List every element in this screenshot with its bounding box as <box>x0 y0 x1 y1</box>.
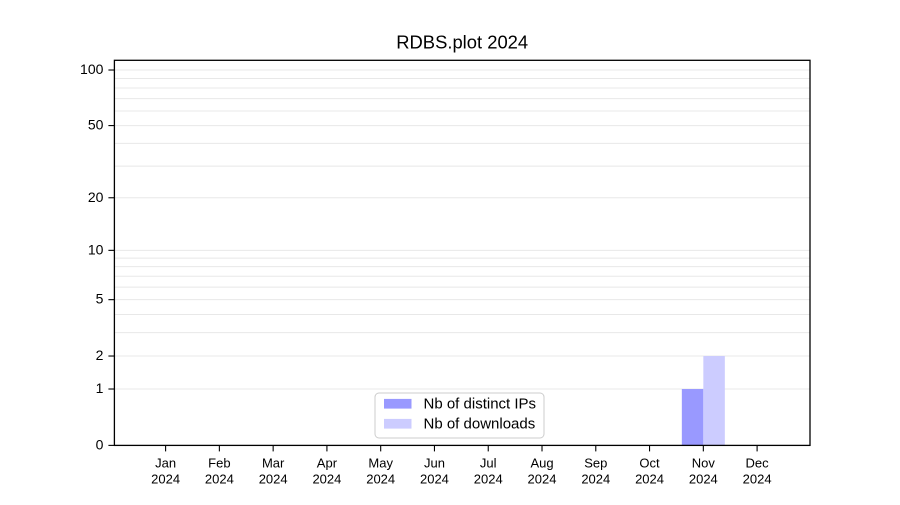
svg-text:2024: 2024 <box>420 471 449 486</box>
svg-text:Jan: Jan <box>155 455 176 470</box>
svg-text:2024: 2024 <box>581 471 610 486</box>
svg-text:Nb of downloads: Nb of downloads <box>424 416 536 433</box>
svg-text:5: 5 <box>96 291 104 307</box>
svg-text:Aug: Aug <box>530 455 553 470</box>
svg-text:50: 50 <box>88 117 104 133</box>
svg-text:2024: 2024 <box>689 471 718 486</box>
svg-text:Jul: Jul <box>480 455 497 470</box>
svg-text:2024: 2024 <box>366 471 395 486</box>
svg-text:Nb of distinct IPs: Nb of distinct IPs <box>424 396 537 413</box>
svg-text:RDBS.plot 2024: RDBS.plot 2024 <box>396 32 528 53</box>
svg-text:2024: 2024 <box>259 471 288 486</box>
svg-text:Feb: Feb <box>208 455 230 470</box>
svg-text:2024: 2024 <box>528 471 557 486</box>
svg-text:Apr: Apr <box>317 455 338 470</box>
svg-text:10: 10 <box>88 241 104 257</box>
svg-text:2024: 2024 <box>743 471 772 486</box>
svg-text:2024: 2024 <box>151 471 180 486</box>
svg-text:20: 20 <box>88 189 104 205</box>
svg-text:2024: 2024 <box>635 471 664 486</box>
svg-text:Dec: Dec <box>746 455 770 470</box>
svg-text:Oct: Oct <box>639 455 660 470</box>
svg-text:2024: 2024 <box>474 471 503 486</box>
svg-text:May: May <box>368 455 393 470</box>
svg-text:1: 1 <box>96 380 104 396</box>
svg-text:2024: 2024 <box>312 471 341 486</box>
svg-text:Nov: Nov <box>692 455 716 470</box>
svg-text:0: 0 <box>96 436 104 452</box>
svg-text:Jun: Jun <box>424 455 445 470</box>
svg-text:2: 2 <box>96 347 104 363</box>
svg-text:100: 100 <box>80 61 104 77</box>
svg-text:2024: 2024 <box>205 471 234 486</box>
svg-text:Sep: Sep <box>584 455 607 470</box>
svg-text:Mar: Mar <box>262 455 285 470</box>
